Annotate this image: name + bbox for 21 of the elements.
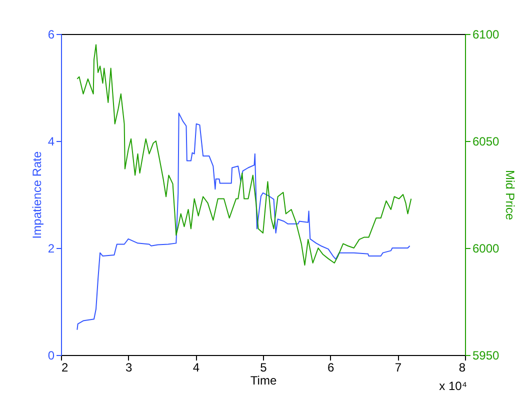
x-tick-label: 7 (394, 360, 402, 374)
x-tick-label: 6 (327, 360, 334, 374)
x-tick-label: 3 (125, 360, 132, 374)
y-tick-label: 6 (48, 28, 55, 42)
x-tick-label: 8 (458, 360, 466, 374)
x-axis-title: Time (250, 374, 277, 388)
line-series (76, 44, 412, 266)
x-tick-label: 5 (260, 360, 268, 374)
y-tick-label: 2 (48, 242, 55, 256)
y2-tick-label: 6100 (472, 28, 500, 42)
y2-tick-label: 6050 (472, 134, 500, 148)
y2-axis-title: Mid Price (503, 170, 518, 220)
y2-tick-label: 5950 (472, 348, 500, 362)
x-tick-label: 4 (192, 360, 200, 374)
x-tick-label: 2 (62, 360, 68, 374)
text: x 10⁴ (439, 379, 467, 393)
y-tick-label: 0 (48, 348, 55, 362)
y2-tick-label: 6000 (472, 242, 500, 256)
y-tick-label: 4 (48, 134, 55, 148)
y-axis-title: Impatience Rate (30, 150, 44, 239)
line-series (76, 112, 410, 330)
